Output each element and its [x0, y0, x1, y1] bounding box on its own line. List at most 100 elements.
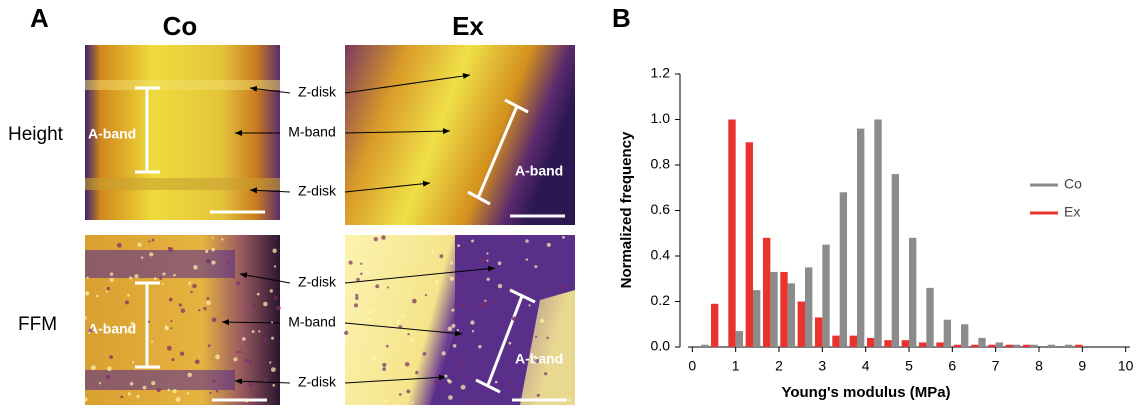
row-label: Height: [8, 124, 64, 145]
annotation: M-band: [288, 124, 335, 140]
row-label: FFM: [18, 314, 57, 335]
speckle: [456, 328, 459, 332]
speckle: [178, 303, 183, 307]
speckle: [211, 317, 217, 323]
speckle: [272, 383, 276, 387]
speckle: [546, 336, 549, 340]
bar: [701, 344, 709, 347]
column-label: Co: [163, 11, 198, 41]
y-tick-label: 0.8: [651, 156, 671, 172]
speckle: [453, 304, 456, 307]
speckle: [453, 355, 456, 359]
speckle: [170, 319, 173, 323]
speckle: [194, 359, 200, 365]
speckle: [422, 351, 427, 356]
image-region: [430, 235, 575, 405]
speckle: [568, 398, 572, 402]
speckle: [167, 246, 170, 250]
speckle: [203, 306, 207, 311]
speckle: [188, 281, 192, 285]
bar: [753, 290, 761, 347]
speckle: [507, 347, 510, 350]
speckle: [536, 393, 540, 397]
speckle: [175, 397, 181, 402]
speckle: [365, 270, 370, 275]
speckle: [528, 304, 531, 307]
arrow: [344, 180, 431, 193]
speckle: [434, 280, 439, 284]
speckle: [270, 367, 276, 372]
speckle: [409, 338, 414, 342]
speckle: [453, 371, 457, 375]
bar: [1065, 344, 1073, 347]
bar: [832, 335, 840, 347]
annotation: M-band: [288, 314, 335, 330]
y-tick-label: 0.6: [651, 201, 671, 217]
speckle: [452, 344, 457, 348]
arrow: [249, 187, 291, 194]
speckle: [235, 350, 239, 354]
band-label: A-band: [515, 163, 563, 179]
scale-bars: [135, 86, 567, 402]
speckle: [215, 389, 219, 393]
speckle: [252, 304, 256, 308]
bar: [780, 271, 788, 347]
speckle: [382, 242, 385, 245]
speckle: [172, 389, 177, 394]
speckle: [415, 370, 419, 375]
speckle: [179, 351, 185, 356]
bar: [1074, 344, 1083, 347]
speckle: [446, 378, 451, 383]
speckle: [129, 382, 134, 386]
speckle: [86, 276, 89, 279]
speckle: [407, 332, 410, 336]
speckle: [136, 394, 140, 399]
speckle: [375, 284, 380, 289]
speckle: [430, 250, 435, 254]
bar: [762, 237, 771, 347]
speckle: [211, 237, 214, 240]
arrow: [344, 374, 447, 384]
speckle: [471, 239, 475, 243]
image-ex-height: [345, 45, 575, 225]
speckle: [463, 272, 467, 276]
speckle: [271, 321, 274, 324]
speckle: [127, 293, 130, 297]
bar: [735, 331, 744, 347]
arrow: [344, 265, 496, 284]
speckle: [381, 235, 386, 240]
speckle: [233, 357, 238, 362]
speckle: [256, 292, 260, 296]
speckle: [439, 254, 444, 258]
arrow: [344, 73, 471, 94]
speckle: [127, 392, 131, 396]
speckle: [398, 325, 403, 330]
speckle: [206, 300, 211, 306]
x-tick-label: 6: [948, 358, 956, 374]
arrow: [221, 319, 281, 326]
speckle: [273, 295, 278, 301]
bar: [988, 344, 996, 347]
speckle: [153, 277, 157, 280]
bar: [926, 287, 934, 347]
speckle: [171, 358, 175, 362]
speckle: [274, 236, 278, 239]
speckle: [242, 337, 246, 341]
speckle: [206, 297, 210, 300]
speckle: [451, 308, 455, 312]
band-label: A-band: [88, 126, 136, 142]
speckle: [454, 277, 459, 281]
speckle: [83, 316, 87, 320]
bar: [978, 337, 986, 347]
speckle: [511, 316, 517, 322]
speckle: [344, 330, 349, 336]
speckle: [370, 308, 376, 314]
bar: [1030, 344, 1038, 347]
speckle: [525, 258, 529, 261]
speckle: [205, 258, 211, 264]
annotation: Z-disk: [298, 374, 337, 390]
annotation: Z-disk: [298, 274, 337, 290]
bar: [970, 344, 979, 347]
speckle: [448, 395, 453, 400]
speckle: [96, 294, 99, 298]
